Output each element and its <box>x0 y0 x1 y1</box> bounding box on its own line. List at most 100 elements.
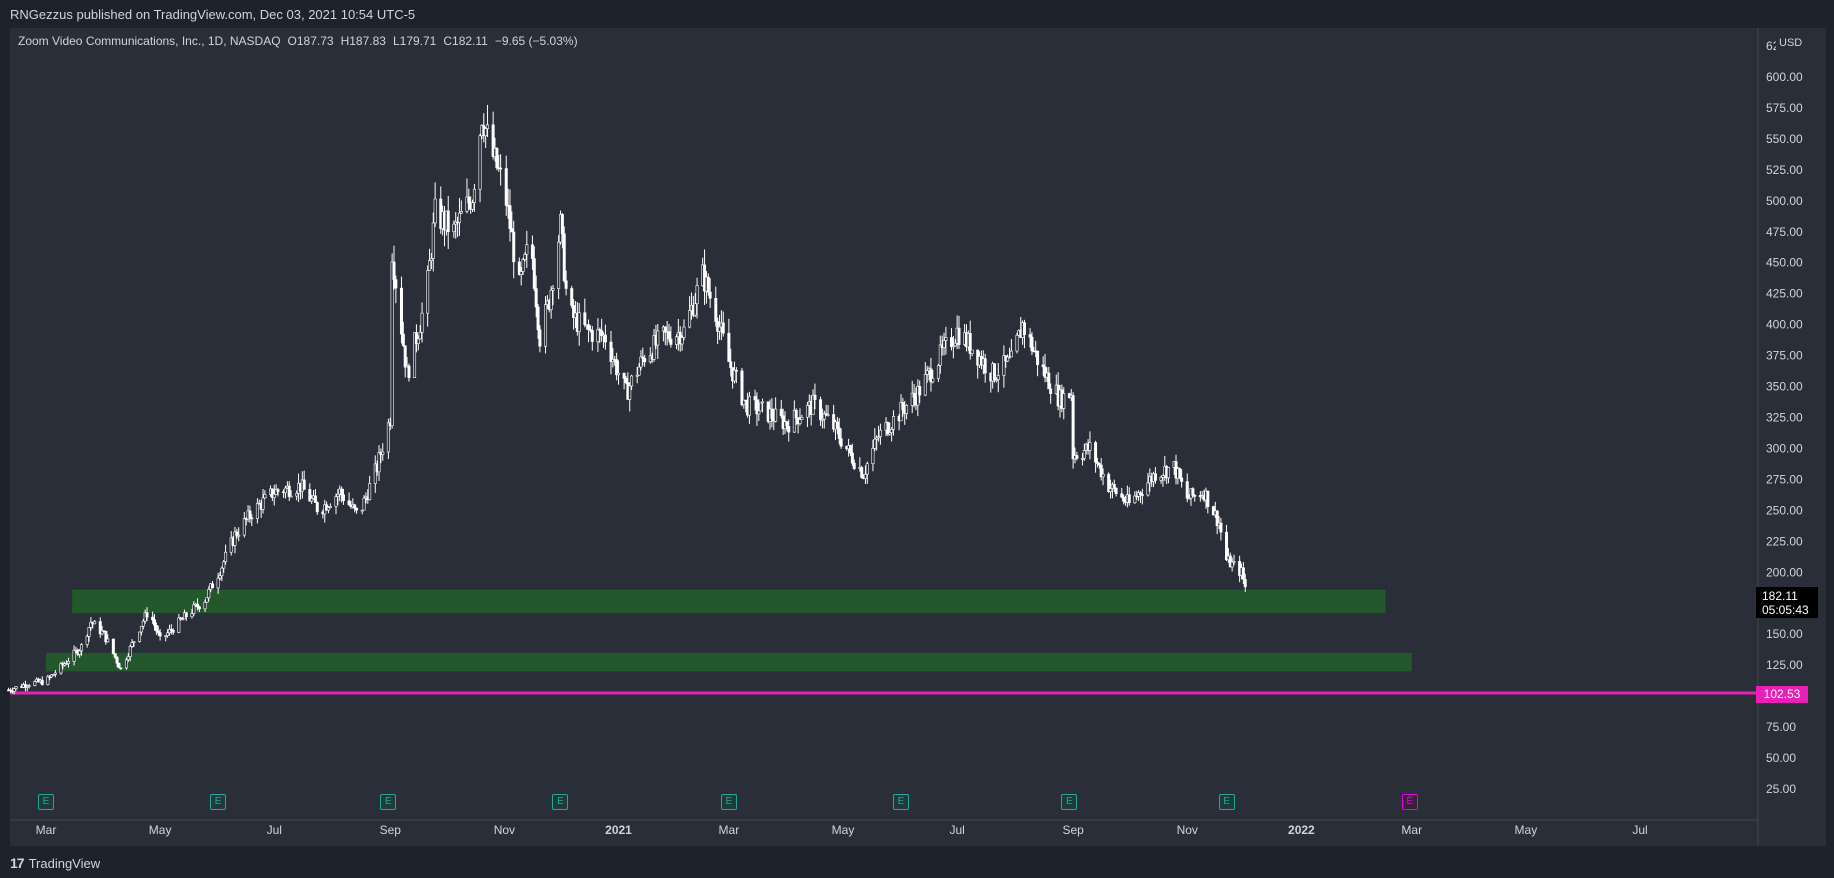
y-tick-label: 600.00 <box>1766 70 1803 84</box>
candle-body <box>289 495 293 498</box>
candle-body <box>744 399 748 402</box>
candle-body <box>878 429 882 438</box>
candle-body <box>588 329 592 331</box>
candle-body <box>716 321 720 332</box>
candle-body <box>798 419 802 425</box>
candle-body <box>416 338 420 344</box>
candle-body <box>1112 484 1116 489</box>
candle-body <box>517 261 521 275</box>
currency-label[interactable]: USD <box>1776 36 1806 50</box>
candle-body <box>1180 477 1184 482</box>
candle-body <box>718 326 722 332</box>
candle-body <box>184 612 188 618</box>
candle-body <box>794 409 798 419</box>
candle-body <box>274 489 278 495</box>
chart-panel[interactable] <box>10 28 1826 846</box>
candle-body <box>392 261 396 280</box>
candle-body <box>560 214 564 235</box>
candle-body <box>126 656 130 661</box>
tradingview-brand[interactable]: TradingView <box>28 855 101 871</box>
y-tick-label: 525.00 <box>1766 163 1803 177</box>
candle-body <box>50 674 54 678</box>
candle-body <box>590 330 594 342</box>
candle-body <box>1215 510 1219 527</box>
candle-body <box>759 402 763 412</box>
candle-body <box>1230 561 1234 568</box>
candle-body <box>562 233 566 282</box>
candle-body <box>87 627 91 637</box>
candle-body <box>918 386 922 396</box>
candle-body <box>12 688 16 692</box>
y-tick-label: 125.00 <box>1766 658 1803 672</box>
candle-body <box>276 489 280 492</box>
candle-body <box>418 332 422 340</box>
y-tick-label: 475.00 <box>1766 225 1803 239</box>
candle-body <box>98 621 102 635</box>
candle-body <box>8 689 12 692</box>
earnings-marker[interactable]: E <box>210 794 227 810</box>
candle-body <box>1006 356 1010 362</box>
candle-body <box>1185 481 1189 499</box>
earnings-marker[interactable]: E <box>38 794 54 810</box>
candle-body <box>1030 336 1034 352</box>
candle-body <box>355 507 359 511</box>
candle-body <box>250 517 254 520</box>
candle-body <box>428 260 432 271</box>
y-tick-label: 75.00 <box>1766 720 1796 734</box>
candle-body <box>936 365 940 379</box>
candle-body <box>237 534 241 537</box>
candle-body <box>401 333 405 346</box>
y-tick-label: 25.00 <box>1766 782 1796 796</box>
candle-body <box>153 619 157 626</box>
earnings-marker[interactable]: E <box>1061 794 1078 810</box>
candle-body <box>652 335 656 360</box>
candle-body <box>508 205 512 229</box>
candle-body <box>218 575 222 579</box>
earnings-marker[interactable]: E <box>380 794 397 810</box>
candle-body <box>994 379 998 381</box>
candle-body <box>59 663 63 674</box>
candle-body <box>1041 364 1045 368</box>
candle-body <box>564 280 568 289</box>
earnings-marker[interactable]: E <box>1218 794 1235 810</box>
last-price-tag: 182.11 05:05:43 <box>1756 587 1818 618</box>
candle-body <box>40 679 44 685</box>
candle-body <box>1241 567 1245 580</box>
candle-body <box>491 124 495 157</box>
earnings-marker[interactable]: E <box>720 794 737 810</box>
bar-countdown: 05:05:43 <box>1762 603 1809 617</box>
candle-body <box>536 306 540 331</box>
y-tick-label: 200.00 <box>1766 565 1803 579</box>
candle-body <box>734 369 738 372</box>
candle-body <box>426 270 430 314</box>
candle-body <box>863 473 867 479</box>
upcoming-earnings-marker[interactable]: E <box>1401 794 1418 810</box>
candle-body <box>888 432 892 435</box>
candle-body <box>360 509 364 512</box>
candle-body <box>261 497 265 510</box>
candle-body <box>139 625 143 633</box>
candle-body <box>667 331 671 340</box>
candle-body <box>1062 393 1066 409</box>
candle-body <box>171 630 175 633</box>
candle-body <box>942 340 946 348</box>
candle-body <box>353 504 357 509</box>
y-tick-label: 350.00 <box>1766 380 1803 394</box>
candle-body <box>622 372 626 379</box>
y-tick-label: 575.00 <box>1766 101 1803 115</box>
candle-body <box>164 635 168 637</box>
candle-body <box>46 676 50 685</box>
candle-body <box>132 641 136 643</box>
x-tick-label: Jul <box>949 823 964 837</box>
candle-body <box>220 567 224 577</box>
y-tick-label: 225.00 <box>1766 534 1803 548</box>
tradingview-logo-icon[interactable]: 17 <box>10 855 25 871</box>
candle-body <box>820 418 824 421</box>
candle-body <box>197 606 201 610</box>
candle-body <box>615 359 619 376</box>
candle-body <box>495 148 499 169</box>
earnings-marker[interactable]: E <box>552 794 569 810</box>
earnings-marker[interactable]: E <box>892 794 909 810</box>
candle-body <box>1232 561 1236 563</box>
